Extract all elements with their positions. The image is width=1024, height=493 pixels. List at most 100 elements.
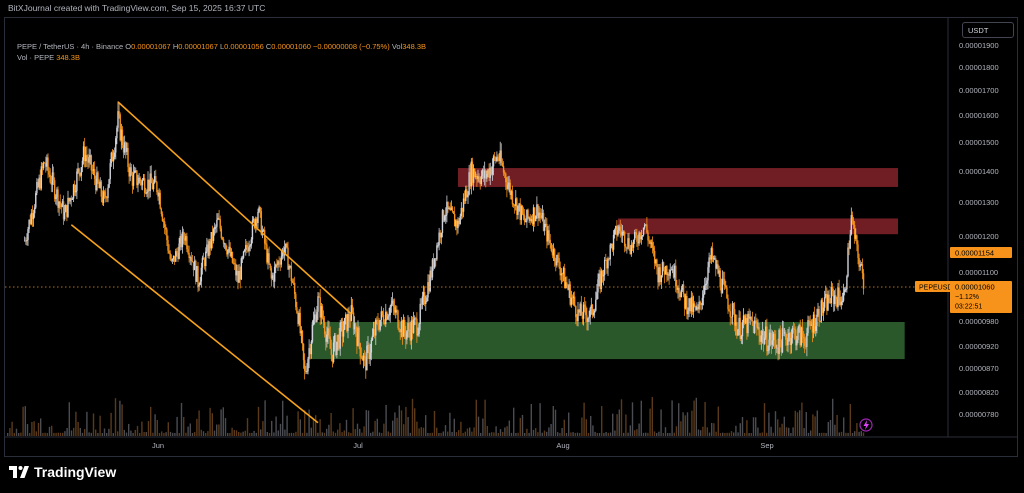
tradingview-logo-icon[interactable] [9,465,29,479]
candle-body [449,207,451,211]
candle-body [266,244,268,263]
candle-body [329,336,331,349]
candle-body [172,255,175,260]
candle-body [670,269,673,271]
candle-body [268,253,270,264]
volume-bar [299,419,301,436]
volume-bar [702,426,704,436]
volume-bar [62,432,64,436]
candle-body [65,205,67,213]
candle-body [480,175,483,184]
candle-body [787,338,789,346]
volume-bar [213,430,216,436]
candle-body [465,189,467,201]
candle-body [123,142,126,153]
volume-bar [194,432,196,436]
candle-body [319,297,321,318]
last-price: 0.00001060 [955,283,995,292]
currency-button[interactable]: USDT [962,22,1014,38]
volume-series-label[interactable]: Vol · PEPE [17,53,55,62]
candle-body [52,172,55,181]
volume-bar [134,429,136,436]
volume-bar [279,423,282,436]
volume-bar [141,421,143,436]
candle-body [700,303,703,306]
volume-bar [539,403,541,436]
candle-body [731,303,734,318]
price-chart[interactable]: 0.00001900 0.00001800 0.00001700 0.00001… [5,18,1017,456]
candle-body [565,282,567,289]
volume-bar [653,431,656,436]
candle-body [801,327,804,338]
candle-body [387,316,389,320]
brand-name[interactable]: TradingView [34,464,117,480]
candle-body [673,265,676,278]
candle-body [573,296,576,306]
volume-bar [812,414,814,436]
candle-body [806,333,808,347]
candle-body [663,270,666,275]
candle-body [286,243,288,248]
candle-body [140,181,143,186]
candle-body [693,303,696,306]
volume-bar [847,432,849,436]
candle-body [522,214,525,216]
candle-body [553,249,556,262]
candle-body [355,323,357,333]
candle-body [48,170,50,175]
candle-body [82,146,85,161]
volume-bar [207,431,209,436]
candle-body [147,179,149,192]
volume-bar [550,423,552,436]
volume-bar [565,432,568,436]
open-label: O [125,42,132,51]
volume-bar [92,413,95,436]
candle-body [582,304,585,319]
candle-body [143,178,146,194]
volume-bar [416,421,418,436]
candle-body [601,270,604,277]
candle-body [751,319,754,322]
volume-bar [572,432,574,436]
candle-body [661,262,664,276]
candle-body [496,156,498,162]
candle-body [105,195,107,198]
candle-body [608,258,610,260]
candle-body [71,198,74,201]
candle-body [441,210,444,233]
volume-bar [352,408,354,436]
candle-body [789,333,791,345]
candle-body [502,165,505,173]
candle-body [25,240,27,242]
candle-body [445,214,447,217]
vol-value: 348.3B [402,42,427,51]
symbol-label[interactable]: PEPE / TetherUS · 4h · Binance [17,42,124,51]
candle-body [523,215,526,222]
candle-body [256,218,258,223]
candle-body [325,333,327,342]
candle-body [352,312,355,330]
candle-body [765,326,767,338]
volume-bar [266,431,268,436]
volume-bar [73,427,75,436]
candle-body [811,324,814,333]
candle-body [515,198,517,207]
volume-bar [691,410,693,436]
candle-body [192,261,195,271]
candle-body [451,207,454,212]
candle-body [190,257,193,261]
volume-bar [770,426,772,436]
candle-body [135,170,137,172]
candle-body [768,339,770,351]
x-tick: Jun [152,441,164,450]
chart-panel[interactable]: 0.00001900 0.00001800 0.00001700 0.00001… [4,17,1018,457]
candle-body [838,287,840,298]
candle-body [695,305,697,310]
volume-bar [328,424,330,436]
candle-body [525,221,527,223]
volume-bar [605,431,607,436]
candle-body [753,320,756,333]
volume-bar [671,400,673,436]
lightning-icon[interactable] [859,418,873,432]
candle-body [165,227,167,230]
